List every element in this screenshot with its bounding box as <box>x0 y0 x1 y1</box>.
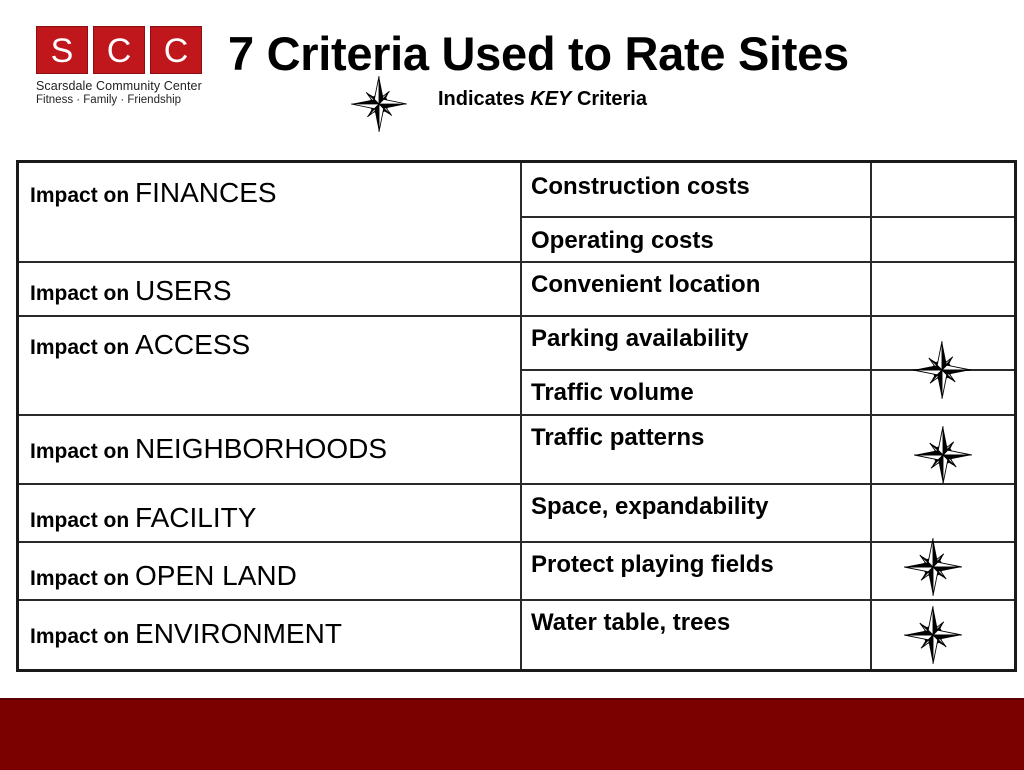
category-open-land: Impact on OPEN LAND <box>30 560 297 592</box>
logo-letter-s: S <box>36 26 88 74</box>
legend-suffix: Criteria <box>571 88 647 110</box>
logo-letter-c1: C <box>93 26 145 74</box>
compass-star-icon <box>903 537 963 597</box>
category-users: Impact on USERS <box>30 275 232 307</box>
logo-letter-c2: C <box>150 26 202 74</box>
criterion-water-table-trees: Water table, trees <box>531 609 731 636</box>
legend-key-word: KEY <box>530 88 572 110</box>
criteria-table: Impact on FINANCES Impact on USERS Impac… <box>16 160 1017 672</box>
category-name: FACILITY <box>135 502 257 533</box>
logo-organization-name: Scarsdale Community Center <box>36 79 202 93</box>
category-name: OPEN LAND <box>135 560 297 591</box>
logo-tagline: Fitness · Family · Friendship <box>36 94 182 106</box>
criterion-space-expandability: Space, expandability <box>531 493 769 520</box>
criterion-operating-costs: Operating costs <box>531 227 714 254</box>
criterion-parking-availability: Parking availability <box>531 325 749 352</box>
impact-prefix: Impact on <box>30 184 130 207</box>
compass-star-icon <box>903 605 963 665</box>
column-divider <box>520 163 522 669</box>
impact-prefix: Impact on <box>30 567 130 590</box>
criterion-protect-playing-fields: Protect playing fields <box>531 551 774 578</box>
impact-prefix: Impact on <box>30 440 130 463</box>
row-divider <box>19 599 1014 601</box>
key-legend: Indicates KEY Criteria <box>438 88 647 111</box>
row-divider <box>19 315 1014 317</box>
category-name: ACCESS <box>135 329 251 360</box>
category-neighborhoods: Impact on NEIGHBORHOODS <box>30 433 387 465</box>
category-facility: Impact on FACILITY <box>30 502 256 534</box>
row-divider <box>19 483 1014 485</box>
impact-prefix: Impact on <box>30 509 130 532</box>
sub-row-divider <box>520 216 1014 218</box>
compass-star-icon <box>350 75 408 133</box>
sub-row-divider <box>520 369 1014 371</box>
criterion-traffic-patterns: Traffic patterns <box>531 424 705 451</box>
impact-prefix: Impact on <box>30 282 130 305</box>
criterion-traffic-volume: Traffic volume <box>531 379 694 406</box>
category-name: ENVIRONMENT <box>135 618 342 649</box>
impact-prefix: Impact on <box>30 336 130 359</box>
compass-star-icon <box>913 425 973 485</box>
logo-letter-boxes: S C C <box>36 26 208 74</box>
footer-bar <box>0 698 1024 770</box>
column-divider <box>870 163 872 669</box>
category-finances: Impact on FINANCES <box>30 177 277 209</box>
category-environment: Impact on ENVIRONMENT <box>30 618 342 650</box>
row-divider <box>19 261 1014 263</box>
legend-prefix: Indicates <box>438 88 531 110</box>
category-name: FINANCES <box>135 177 277 208</box>
criterion-convenient-location: Convenient location <box>531 271 761 298</box>
scc-logo: S C C Scarsdale Community Center Fitness… <box>36 26 208 110</box>
page-title: 7 Criteria Used to Rate Sites <box>228 27 849 80</box>
category-access: Impact on ACCESS <box>30 329 250 361</box>
criterion-construction-costs: Construction costs <box>531 173 750 200</box>
impact-prefix: Impact on <box>30 625 130 648</box>
category-name: NEIGHBORHOODS <box>135 433 388 464</box>
row-divider <box>19 414 1014 416</box>
row-divider <box>19 541 1014 543</box>
compass-star-icon <box>912 340 972 400</box>
category-name: USERS <box>135 275 232 306</box>
